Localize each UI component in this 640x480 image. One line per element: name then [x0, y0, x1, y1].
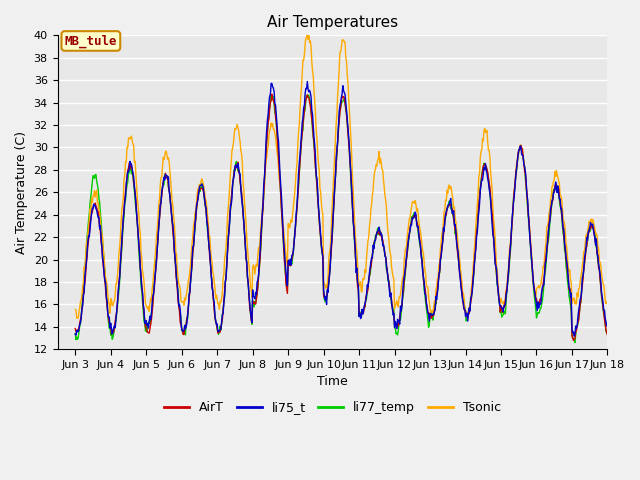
Y-axis label: Air Temperature (C): Air Temperature (C) — [15, 131, 28, 254]
AirT — [334, 140, 342, 145]
li75_t — [303, 79, 311, 84]
Tsonic — [73, 315, 81, 321]
AirT — [268, 92, 276, 97]
li75_t — [604, 324, 611, 329]
li77_temp — [385, 282, 393, 288]
li75_t — [334, 138, 342, 144]
AirT — [72, 325, 79, 331]
li75_t — [570, 333, 578, 339]
AirT — [211, 315, 219, 321]
li77_temp — [438, 242, 445, 248]
li75_t — [438, 244, 445, 250]
Line: li75_t: li75_t — [76, 82, 607, 336]
AirT — [385, 282, 393, 288]
Tsonic — [212, 296, 220, 301]
AirT — [604, 332, 611, 338]
Tsonic — [335, 81, 342, 87]
li77_temp — [211, 314, 219, 320]
li77_temp — [72, 331, 79, 336]
li77_temp — [604, 331, 611, 337]
li75_t — [188, 257, 196, 263]
Tsonic — [189, 234, 196, 240]
li75_t — [211, 313, 219, 319]
Line: AirT: AirT — [76, 95, 607, 340]
AirT — [438, 247, 445, 252]
Tsonic — [604, 298, 611, 304]
li77_temp — [188, 261, 196, 267]
li77_temp — [556, 198, 563, 204]
li77_temp — [268, 92, 275, 97]
li75_t — [72, 331, 79, 337]
Line: Tsonic: Tsonic — [76, 31, 607, 318]
Title: Air Temperatures: Air Temperatures — [267, 15, 398, 30]
li75_t — [556, 196, 563, 202]
Text: MB_tule: MB_tule — [65, 34, 117, 48]
Line: li77_temp: li77_temp — [76, 95, 607, 343]
AirT — [556, 194, 563, 200]
Tsonic — [556, 192, 564, 198]
li77_temp — [571, 340, 579, 346]
X-axis label: Time: Time — [317, 375, 348, 388]
li75_t — [385, 288, 393, 294]
Tsonic — [72, 307, 79, 312]
Tsonic — [387, 250, 394, 255]
AirT — [188, 263, 196, 268]
AirT — [570, 337, 577, 343]
Tsonic — [303, 28, 311, 34]
Legend: AirT, li75_t, li77_temp, Tsonic: AirT, li75_t, li77_temp, Tsonic — [159, 396, 506, 420]
Tsonic — [439, 228, 447, 234]
li77_temp — [334, 140, 342, 145]
